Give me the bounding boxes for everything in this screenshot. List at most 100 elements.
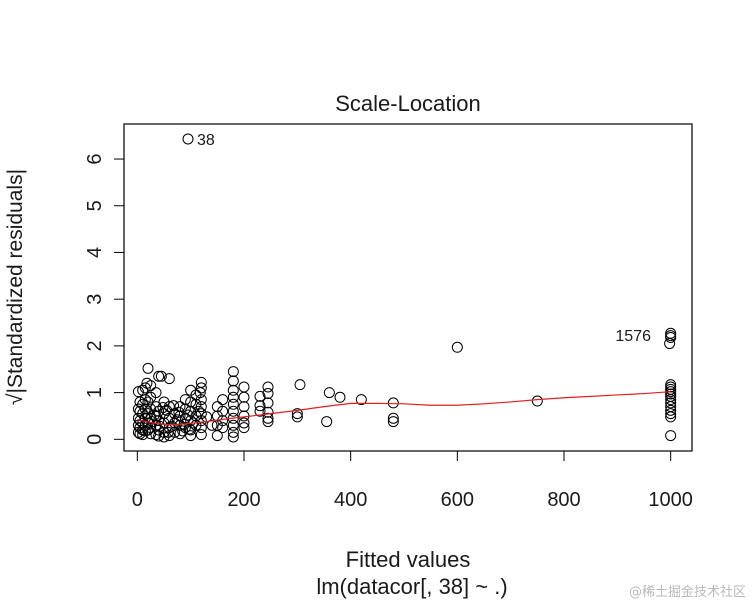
data-point [387,416,399,428]
data-point [227,391,239,403]
x-tick-label: 200 [227,489,260,511]
data-point [132,403,144,415]
x-tick-label: 800 [547,489,580,511]
x-tick-label: 1000 [648,489,693,511]
data-point [185,405,197,417]
data-point [173,406,185,418]
data-point [139,382,151,394]
data-point [158,396,170,408]
y-tick-label: 0 [84,434,106,445]
data-point [184,423,196,435]
data-point [168,400,180,412]
data-point [132,386,144,398]
data-point [179,412,191,424]
data-point [238,391,250,403]
data-point [195,429,207,441]
data-point [177,425,189,437]
data-point [137,384,149,396]
plot-frame [123,123,693,452]
data-point [185,384,197,396]
y-tick-label: 3 [84,294,106,305]
data-point [665,404,677,416]
data-point [134,396,146,408]
data-point [262,381,274,393]
x-tick-label: 400 [334,489,367,511]
data-point [174,401,186,413]
data-point [162,426,174,438]
data-point [238,401,250,413]
data-point [262,416,274,428]
x-axis-sublabel: lm(datacor[, 38] ~ .) [316,574,507,599]
data-point [323,387,335,399]
data-point [148,409,160,421]
data-point [531,395,543,407]
data-point [262,412,274,424]
data-point [142,362,154,374]
data-point [227,375,239,387]
data-point [174,419,186,431]
data-point [132,426,144,438]
data-point [387,412,399,424]
data-point [134,405,146,417]
data-point [665,388,677,400]
y-tick-label: 4 [84,247,106,258]
y-axis-label: √|Standardized residuals| [4,169,27,405]
data-point [211,410,223,422]
x-tick-label: 0 [132,489,143,511]
data-point [163,373,175,385]
data-point [664,338,676,350]
data-point [195,382,207,394]
data-point [157,402,169,414]
y-axis: 0 1 2 3 4 5 6 [84,153,125,445]
data-point [217,394,229,406]
data-point [262,406,274,418]
chart-title: Scale-Location [335,91,481,116]
data-point [179,394,191,406]
data-point [227,405,239,417]
x-tick-label: 600 [441,489,474,511]
y-tick-label: 1 [84,387,106,398]
data-point [174,428,186,440]
data-point [150,419,162,431]
data-point [217,422,229,434]
data-point [211,401,223,413]
data-point [195,408,207,420]
data-point [334,391,346,403]
data-point [665,397,677,409]
y-tick-label: 5 [84,200,106,211]
data-point [665,331,677,343]
data-point [185,396,197,408]
data-point [195,376,207,388]
data-point [387,397,399,409]
data-point [185,424,197,436]
data-point [238,422,250,434]
data-point [262,397,274,409]
data-point [179,403,191,415]
data-point [185,415,197,427]
data-point [665,379,677,391]
point-label: 1576 [615,328,651,345]
data-point [294,379,306,391]
data-point [291,411,303,423]
data-point [132,412,144,424]
data-point [451,341,463,353]
data-point [665,394,677,406]
data-point [166,420,178,432]
point-label: 38 [197,132,215,149]
data-point [190,398,202,410]
data-point [227,426,239,438]
point-labels: 38 1576 [197,132,651,345]
data-point [238,381,250,393]
data-point [227,419,239,431]
data-point [182,133,194,145]
data-point [142,396,154,408]
data-point [254,405,266,417]
data-point [262,388,274,400]
data-point [254,390,266,402]
data-point [665,408,677,420]
data-point [355,394,367,406]
data-point [155,370,167,382]
data-point [134,415,146,427]
data-point [227,366,239,378]
